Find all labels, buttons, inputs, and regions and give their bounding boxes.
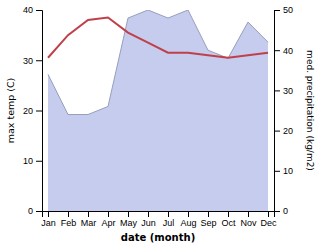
tick: Jul <box>163 211 175 228</box>
tick-label: 0 <box>283 206 288 216</box>
tick-mark <box>148 211 149 217</box>
tick-label: 50 <box>283 5 293 15</box>
x-axis: Jan Feb Mar Apr MayJun Jul Aug Sep Oct NovDec <box>41 211 277 228</box>
tick: 30 <box>23 56 42 66</box>
tick-label: Sep <box>200 218 216 228</box>
tick: Nov <box>240 211 257 228</box>
line <box>48 18 268 58</box>
tick-mark <box>274 211 280 212</box>
tick-label: Jun <box>141 218 156 228</box>
tick: Jan <box>41 211 56 228</box>
tick: Jun <box>141 211 156 228</box>
tick-mark <box>274 171 280 172</box>
tick-label: 20 <box>23 106 33 116</box>
tick: 50 <box>274 5 293 15</box>
tick: Mar <box>81 211 97 228</box>
tick: Dec <box>260 211 277 228</box>
area-outline <box>48 10 268 115</box>
tick-mark <box>248 211 249 217</box>
tick-mark <box>188 211 189 217</box>
tick-label: Jul <box>163 218 175 228</box>
tick: 10 <box>23 156 42 166</box>
y2-axis: 0 10 20 30 40 50 <box>274 5 293 216</box>
tick-mark <box>36 111 42 112</box>
tick-label: 10 <box>283 166 293 176</box>
tick-label: Nov <box>240 218 257 228</box>
tick-mark <box>274 10 280 11</box>
tick-mark <box>36 161 42 162</box>
tick-label: Jan <box>41 218 56 228</box>
tick-label: May <box>120 218 138 228</box>
area <box>48 10 268 211</box>
y2-axis-title: med. precipitation (kg/m2) <box>305 50 315 171</box>
tick: 0 <box>274 206 288 216</box>
tick-label: Apr <box>101 218 115 228</box>
tick-label: 0 <box>28 206 33 216</box>
chart: Jan Feb Mar Apr MayJun Jul Aug Sep Oct NovDec 0 10 2… <box>0 0 318 247</box>
tick-mark <box>48 211 49 217</box>
axis-line <box>43 212 275 218</box>
tick-mark <box>88 211 89 217</box>
tick-label: Oct <box>221 218 236 228</box>
tick: 20 <box>274 126 293 136</box>
tick-mark <box>108 211 109 217</box>
axis-line <box>36 11 43 212</box>
tick-label: Dec <box>260 218 277 228</box>
tick-mark <box>36 211 42 212</box>
tick: 40 <box>23 5 42 15</box>
tick-label: 40 <box>283 46 293 56</box>
tick: May <box>120 211 138 228</box>
tick-mark <box>36 10 42 11</box>
tick-label: Mar <box>81 218 97 228</box>
tick-label: 30 <box>23 56 33 66</box>
tick: 0 <box>28 206 42 216</box>
tick-mark <box>208 211 209 217</box>
tick: Feb <box>61 211 77 228</box>
tick: 10 <box>274 166 293 176</box>
tick-label: 40 <box>23 5 33 15</box>
marks <box>48 10 268 211</box>
tick-mark <box>168 211 169 217</box>
axis-line <box>275 11 281 212</box>
tick: 20 <box>23 106 42 116</box>
tick: 40 <box>274 46 293 56</box>
tick-mark <box>274 131 280 132</box>
tick-label: Feb <box>61 218 77 228</box>
tick-label: 20 <box>283 126 293 136</box>
tick-mark <box>274 90 280 91</box>
tick-label: 10 <box>23 156 33 166</box>
y-axis: 0 10 20 30 40 <box>23 5 43 216</box>
tick: Sep <box>200 211 216 228</box>
tick: Apr <box>101 211 115 228</box>
y-axis-title: max temp (C) <box>5 78 16 144</box>
tick-mark <box>274 50 280 51</box>
tick-mark <box>36 60 42 61</box>
tick-mark <box>128 211 129 217</box>
tick: 30 <box>274 86 293 96</box>
plot: Jan Feb Mar Apr MayJun Jul Aug Sep Oct NovDec 0 10 2… <box>23 5 293 228</box>
tick-label: 30 <box>283 86 293 96</box>
tick: Aug <box>180 211 196 228</box>
x-axis-title: date (month) <box>121 232 195 243</box>
tick-mark <box>268 211 269 217</box>
tick: Oct <box>221 211 236 228</box>
tick-mark <box>68 211 69 217</box>
tick-label: Aug <box>180 218 196 228</box>
tick-mark <box>228 211 229 217</box>
